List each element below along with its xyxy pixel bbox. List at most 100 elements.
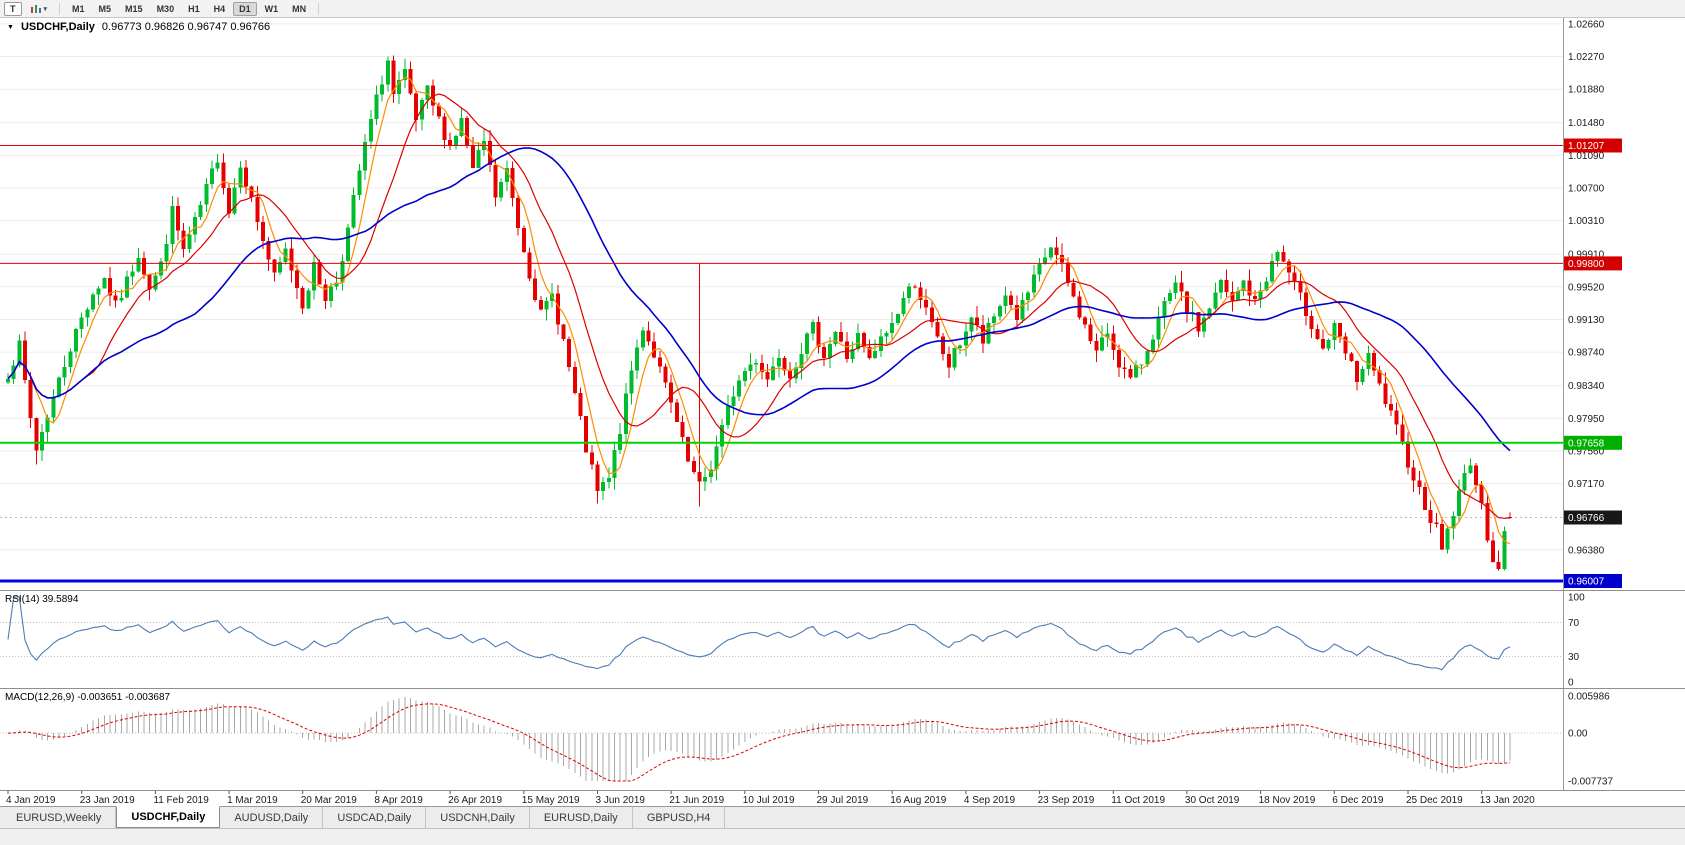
- timeframe-button-h1[interactable]: H1: [188, 3, 200, 14]
- svg-text:10 Jul 2019: 10 Jul 2019: [743, 795, 795, 806]
- svg-text:23 Jan 2019: 23 Jan 2019: [80, 795, 135, 806]
- svg-text:23 Sep 2019: 23 Sep 2019: [1038, 795, 1095, 806]
- timeframe-button-m15[interactable]: M15: [125, 3, 143, 14]
- svg-text:4 Jan 2019: 4 Jan 2019: [6, 795, 56, 806]
- timeframe-buttons-group: M1 M5 M15 M30 H1 H4 D1 W1 MN: [66, 1, 312, 16]
- chart-tab-usdcnh-daily[interactable]: USDCNH,Daily: [426, 807, 530, 828]
- svg-text:0.96766: 0.96766: [1568, 513, 1605, 524]
- timeframe-button-m1[interactable]: M1: [72, 3, 85, 14]
- svg-text:11 Oct 2019: 11 Oct 2019: [1111, 795, 1165, 806]
- rsi-plot[interactable]: 100 70 30 0: [0, 591, 1685, 688]
- timeframe-button-w1[interactable]: W1: [264, 3, 279, 14]
- price-tag-resistance-upper: 1.01207: [1564, 138, 1622, 153]
- macd-plot[interactable]: 0.005986 0.00 -0.007737: [0, 689, 1685, 790]
- svg-text:1.01090: 1.01090: [1568, 151, 1605, 162]
- svg-text:4 Sep 2019: 4 Sep 2019: [964, 795, 1016, 806]
- macd-histogram: [13, 697, 1511, 781]
- price-tag-support-blue: 0.96007: [1564, 574, 1622, 588]
- chart-tab-eurusd-daily[interactable]: EURUSD,Daily: [530, 807, 633, 828]
- chart-title: ▼ USDCHF,Daily 0.96773 0.96826 0.96747 0…: [7, 21, 270, 33]
- svg-text:0.98740: 0.98740: [1568, 348, 1605, 359]
- rsi-line: [7, 596, 1511, 671]
- svg-text:25 Dec 2019: 25 Dec 2019: [1406, 795, 1463, 806]
- candlesticks: [6, 55, 1512, 571]
- price-tag-current: 0.96766: [1564, 510, 1622, 525]
- svg-text:16 Aug 2019: 16 Aug 2019: [890, 795, 947, 806]
- timeframe-button-mn[interactable]: MN: [292, 3, 307, 14]
- chart-tab-gbpusd-h4[interactable]: GBPUSD,H4: [633, 807, 726, 828]
- svg-text:1.02270: 1.02270: [1568, 52, 1605, 63]
- svg-text:1.01880: 1.01880: [1568, 85, 1605, 96]
- svg-text:15 May 2019: 15 May 2019: [522, 795, 580, 806]
- macd-signal-line: [7, 703, 1511, 782]
- svg-text:0.99130: 0.99130: [1568, 315, 1605, 326]
- svg-text:1 Mar 2019: 1 Mar 2019: [227, 795, 278, 806]
- svg-text:0: 0: [1568, 678, 1574, 689]
- timeframe-button-d1[interactable]: D1: [233, 1, 257, 16]
- slow-ma-line: [7, 147, 1511, 452]
- svg-text:8 Apr 2019: 8 Apr 2019: [374, 795, 423, 806]
- chart-tab-usdcad-daily[interactable]: USDCAD,Daily: [323, 807, 427, 828]
- price-scale-labels: 1.02660 1.02270 1.01880 1.01480 1.01090 1.007…: [1568, 19, 1605, 556]
- rsi-label: RSI(14) 39.5894: [5, 594, 79, 605]
- svg-text:70: 70: [1568, 618, 1580, 629]
- fast-ma-line: [7, 76, 1511, 545]
- toolbar-separator: [59, 2, 61, 15]
- horizontal-level-lines[interactable]: [0, 145, 1563, 583]
- price-chart-plot[interactable]: 1.02660 1.02270 1.01880 1.01480 1.01090 1.007…: [0, 18, 1685, 590]
- timeframe-button-m5[interactable]: M5: [98, 3, 112, 14]
- price-grid: [0, 23, 1563, 551]
- status-bar: [0, 828, 1685, 845]
- rsi-indicator-panel[interactable]: 100 70 30 0 RSI(14) 39.5894: [0, 590, 1685, 688]
- time-axis-labels: 4 Jan 2019 23 Jan 2019 11 Feb 2019 1 Mar 20…: [6, 791, 1535, 806]
- svg-text:11 Feb 2019: 11 Feb 2019: [153, 795, 209, 806]
- toolbar-separator: [318, 2, 320, 15]
- svg-text:30: 30: [1568, 652, 1580, 663]
- macd-indicator-panel[interactable]: 0.005986 0.00 -0.007737 MACD(12,26,9) -0.0…: [0, 688, 1685, 790]
- svg-text:0.99800: 0.99800: [1568, 259, 1605, 270]
- svg-text:1.01207: 1.01207: [1568, 141, 1605, 152]
- svg-text:0.96007: 0.96007: [1568, 577, 1605, 588]
- chevron-down-icon: ▾: [43, 5, 48, 13]
- svg-text:1.02660: 1.02660: [1568, 19, 1605, 30]
- svg-text:29 Jul 2019: 29 Jul 2019: [817, 795, 869, 806]
- svg-text:0.97658: 0.97658: [1568, 438, 1605, 449]
- timeframe-button-h4[interactable]: H4: [213, 3, 226, 14]
- svg-text:-0.007737: -0.007737: [1568, 777, 1613, 788]
- chart-tab-eurusd-weekly[interactable]: EURUSD,Weekly: [2, 807, 117, 828]
- svg-text:13 Jan 2020: 13 Jan 2020: [1480, 795, 1535, 806]
- svg-text:1.01480: 1.01480: [1568, 118, 1605, 129]
- rsi-scale-labels: 100 70 30 0: [1568, 593, 1585, 689]
- svg-text:0.97950: 0.97950: [1568, 414, 1605, 425]
- svg-text:21 Jun 2019: 21 Jun 2019: [669, 795, 724, 806]
- chart-tab-usdchf-daily[interactable]: USDCHF,Daily: [116, 806, 221, 828]
- svg-text:18 Nov 2019: 18 Nov 2019: [1259, 795, 1316, 806]
- svg-text:3 Jun 2019: 3 Jun 2019: [596, 795, 646, 806]
- timeframe-toolbar: T ▾ M1 M5 M15 M30 H1 H4 D1 W1 MN: [0, 0, 1685, 18]
- price-tag-resistance-lower: 0.99800: [1564, 256, 1622, 271]
- macd-label: MACD(12,26,9) -0.003651 -0.003687: [5, 692, 171, 703]
- chart-tool-button[interactable]: T: [4, 1, 22, 16]
- macd-scale-labels: 0.005986 0.00 -0.007737: [1568, 692, 1613, 788]
- svg-text:26 Apr 2019: 26 Apr 2019: [448, 795, 502, 806]
- candlestick-chart-icon: [30, 4, 42, 14]
- chart-menu-icon[interactable]: ▼: [7, 23, 14, 31]
- svg-text:0.96380: 0.96380: [1568, 545, 1605, 556]
- svg-text:0.00: 0.00: [1568, 729, 1588, 740]
- price-tag-support-green: 0.97658: [1564, 435, 1622, 450]
- chart-tab-audusd-daily[interactable]: AUDUSD,Daily: [220, 807, 324, 828]
- chart-type-button[interactable]: ▾: [24, 2, 54, 16]
- svg-text:30 Oct 2019: 30 Oct 2019: [1185, 795, 1240, 806]
- chart-tab-bar: EURUSD,Weekly USDCHF,Daily AUDUSD,Daily USD…: [0, 806, 1685, 828]
- date-labels: 4 Jan 2019 23 Jan 2019 11 Feb 2019 1 Mar 20…: [6, 791, 1535, 806]
- svg-text:1.00310: 1.00310: [1568, 216, 1605, 227]
- timeframe-button-m30[interactable]: M30: [156, 3, 175, 14]
- svg-text:0.97560: 0.97560: [1568, 447, 1605, 458]
- svg-text:0.99910: 0.99910: [1568, 250, 1605, 261]
- svg-text:100: 100: [1568, 593, 1585, 604]
- svg-text:1.00700: 1.00700: [1568, 184, 1605, 195]
- price-chart-panel[interactable]: 1.02660 1.02270 1.01880 1.01480 1.01090 1.007…: [0, 18, 1685, 590]
- time-axis[interactable]: 4 Jan 2019 23 Jan 2019 11 Feb 2019 1 Mar 20…: [0, 790, 1685, 806]
- svg-text:0.98340: 0.98340: [1568, 381, 1605, 392]
- svg-text:6 Dec 2019: 6 Dec 2019: [1332, 795, 1384, 806]
